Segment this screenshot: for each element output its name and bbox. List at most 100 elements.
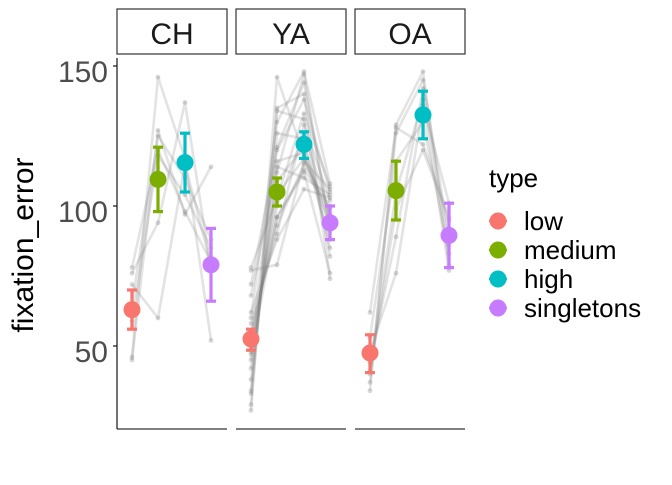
- subject-point: [301, 80, 307, 86]
- subject-point: [301, 111, 307, 116]
- legend-item-singletons: singletons: [489, 293, 641, 323]
- legend-item-high: high: [489, 264, 573, 294]
- subject-point: [274, 214, 280, 220]
- y-tick-label: 100: [58, 196, 108, 229]
- subject-line: [250, 159, 331, 272]
- mean-point-low: [242, 330, 260, 348]
- subject-line: [249, 171, 332, 355]
- subject-line: [130, 148, 213, 268]
- mean-point-high: [295, 135, 313, 153]
- subject-point: [327, 181, 333, 187]
- subject-point: [129, 265, 135, 270]
- subject-point: [301, 97, 307, 102]
- subject-point: [301, 69, 307, 74]
- mean-point-high: [414, 106, 432, 124]
- subject-point: [248, 282, 254, 287]
- facet-label-ch: CH: [150, 18, 193, 51]
- mean-point-low: [123, 301, 141, 319]
- subject-point: [274, 214, 280, 220]
- legend-key-dot: [489, 299, 507, 317]
- subject-line: [249, 165, 331, 296]
- subject-point: [248, 391, 254, 396]
- facet-label-ya: YA: [272, 18, 310, 51]
- subject-line: [249, 187, 331, 313]
- subject-point: [274, 119, 280, 125]
- axes: [113, 58, 465, 430]
- subject-point: [274, 74, 280, 80]
- mean-point-medium: [268, 183, 286, 201]
- subject-point: [248, 402, 254, 408]
- subject-point: [248, 366, 254, 371]
- subject-point: [301, 91, 307, 97]
- subject-point: [248, 321, 254, 326]
- subject-point: [274, 170, 280, 175]
- subject-line: [130, 75, 213, 358]
- subject-line: [249, 151, 332, 380]
- subject-point: [155, 74, 161, 80]
- subject-point: [274, 130, 280, 136]
- subject-line: [249, 157, 332, 352]
- subject-point: [208, 338, 214, 343]
- subject-point: [182, 212, 188, 217]
- facet-label-oa: OA: [388, 18, 431, 51]
- subject-line: [249, 92, 332, 405]
- subject-point: [129, 270, 135, 276]
- subject-point: [155, 127, 161, 133]
- subject-point: [274, 223, 280, 229]
- subject-line: [249, 81, 332, 341]
- subject-line: [249, 75, 332, 411]
- subject-point: [129, 354, 135, 360]
- subject-line: [249, 145, 332, 361]
- subject-point: [129, 357, 135, 363]
- subject-point: [274, 144, 280, 150]
- mean-point-medium: [387, 182, 405, 200]
- subject-line: [368, 120, 451, 338]
- subject-point: [248, 265, 254, 270]
- subject-point: [301, 186, 307, 192]
- subject-point: [301, 122, 307, 128]
- subject-point: [182, 209, 188, 215]
- subject-point: [327, 254, 333, 259]
- subject-point: [301, 158, 307, 164]
- y-axis-title: fixation_error: [7, 157, 40, 332]
- legend-label: medium: [524, 235, 616, 265]
- subject-point: [248, 408, 254, 413]
- subject-point: [367, 380, 373, 385]
- legend-label: low: [524, 206, 563, 236]
- subject-line: [249, 168, 332, 338]
- subject-point: [155, 133, 161, 139]
- subject-point: [393, 125, 399, 130]
- subject-point: [367, 310, 373, 315]
- subject-point: [208, 164, 214, 170]
- y-tick-label: 150: [58, 56, 108, 89]
- subject-line: [249, 70, 332, 319]
- facet-strip-oa: OA: [354, 8, 466, 55]
- mean-point-singletons: [321, 214, 339, 232]
- subject-point: [327, 195, 333, 201]
- subject-line: [249, 73, 332, 369]
- subject-line: [368, 70, 451, 391]
- legend-item-low: low: [489, 206, 563, 236]
- subject-line: [249, 98, 332, 285]
- subject-point: [420, 147, 426, 153]
- subject-point: [301, 116, 307, 122]
- subject-line: [130, 129, 213, 361]
- subject-point: [248, 352, 254, 357]
- subject-line: [249, 123, 332, 324]
- legend-key-dot: [489, 241, 507, 259]
- subject-point: [327, 276, 333, 282]
- subject-line: [368, 148, 451, 375]
- subject-line: [368, 78, 451, 383]
- subject-point: [393, 234, 399, 240]
- subject-point: [367, 388, 373, 394]
- legend: type low medium high singletons: [489, 163, 641, 323]
- subject-point: [248, 268, 254, 273]
- subject-line: [130, 101, 213, 274]
- panel-oa: [361, 69, 458, 394]
- facet-strip-ch: CH: [116, 8, 228, 55]
- subject-line: [249, 112, 332, 269]
- subject-point: [327, 189, 333, 195]
- subject-point: [274, 237, 280, 243]
- subject-point: [274, 262, 280, 268]
